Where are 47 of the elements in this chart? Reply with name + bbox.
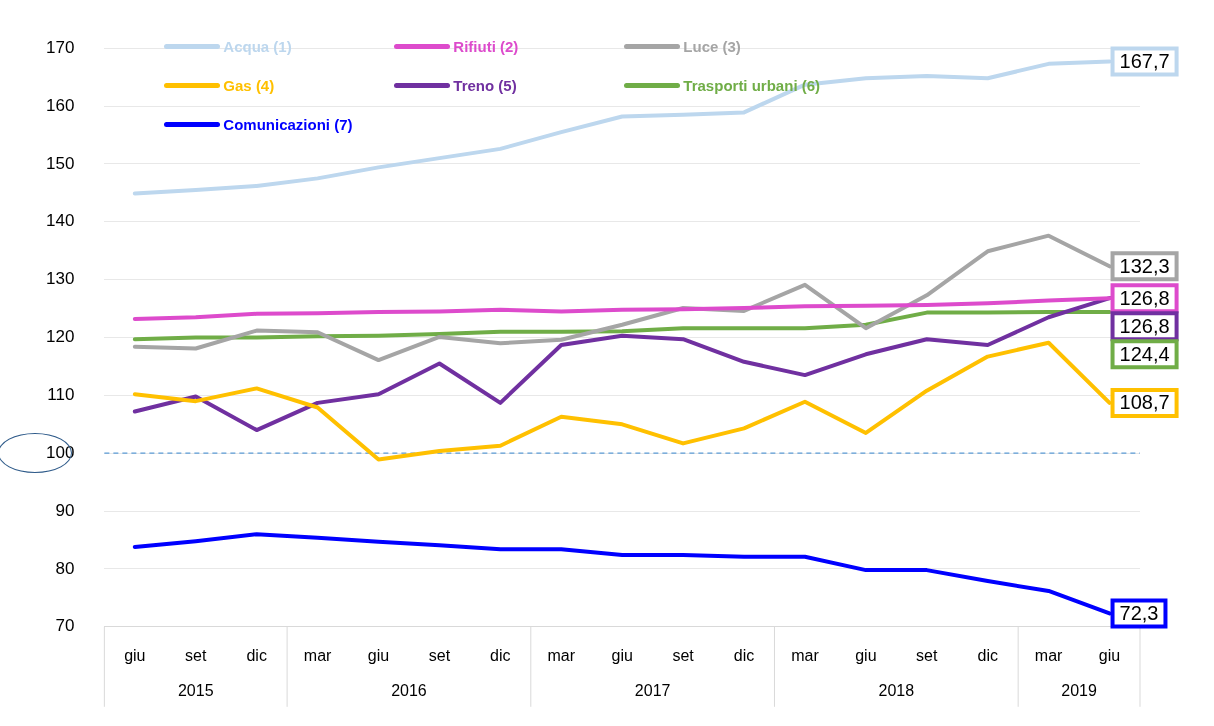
y-tick-label: 100 — [45, 442, 75, 462]
x-tick-label: giu — [367, 646, 390, 664]
y-tick-label: 140 — [45, 211, 75, 231]
legend-label: Treno (5) — [453, 77, 517, 95]
x-tick-label: dic — [490, 646, 511, 664]
data-label: 108,7 — [1119, 391, 1170, 414]
x-tick-label: dic — [733, 646, 755, 664]
text: 2016 — [391, 682, 427, 700]
data-label: 124,4 — [1119, 342, 1170, 365]
x-tick-label: mar — [547, 646, 576, 664]
legend-label: Luce (3) — [683, 38, 741, 56]
data-label: 167,7 — [1119, 50, 1170, 73]
x-tick-label: giu — [855, 646, 877, 664]
x-tick-label: giu — [124, 646, 146, 664]
legend-label: Rifiuti (2) — [453, 38, 519, 56]
y-tick-label: 110 — [47, 385, 75, 405]
text: 2017 — [634, 682, 671, 700]
x-tick-label: set — [672, 646, 695, 664]
x-tick-label: set — [916, 646, 939, 664]
y-tick-label: 130 — [45, 269, 75, 289]
x-tick-label: mar — [303, 646, 333, 664]
text: 2019 — [1061, 682, 1097, 700]
x-tick-label: mar — [1034, 646, 1064, 664]
legend-label: Trasporti urbani (6) — [683, 77, 821, 95]
data-label: 132,3 — [1119, 254, 1170, 277]
x-tick-label: giu — [611, 646, 633, 664]
x-tick-label: dic — [977, 646, 998, 664]
data-label: 126,8 — [1119, 314, 1170, 337]
x-tick-label: giu — [1098, 646, 1121, 664]
legend-label: Comunicazioni (7) — [223, 116, 353, 134]
y-tick-label: 170 — [45, 37, 75, 57]
data-label: 72,3 — [1119, 602, 1159, 625]
legend-label: Gas (4) — [223, 77, 275, 95]
y-tick-label: 150 — [45, 153, 75, 173]
text: 2018 — [878, 682, 915, 700]
data-label: 126,8 — [1119, 286, 1170, 309]
y-tick-label: 120 — [45, 327, 75, 347]
text: 2015 — [177, 682, 214, 700]
x-tick-label: dic — [246, 646, 267, 664]
y-tick-label: 80 — [55, 558, 75, 578]
y-tick-label: 160 — [45, 95, 75, 115]
y-tick-label: 70 — [55, 616, 75, 636]
y-tick-label: 90 — [55, 500, 75, 520]
x-tick-label: set — [428, 646, 451, 664]
x-tick-label: set — [185, 646, 207, 664]
legend-label: Acqua (1) — [223, 38, 292, 56]
x-tick-label: mar — [791, 646, 820, 664]
